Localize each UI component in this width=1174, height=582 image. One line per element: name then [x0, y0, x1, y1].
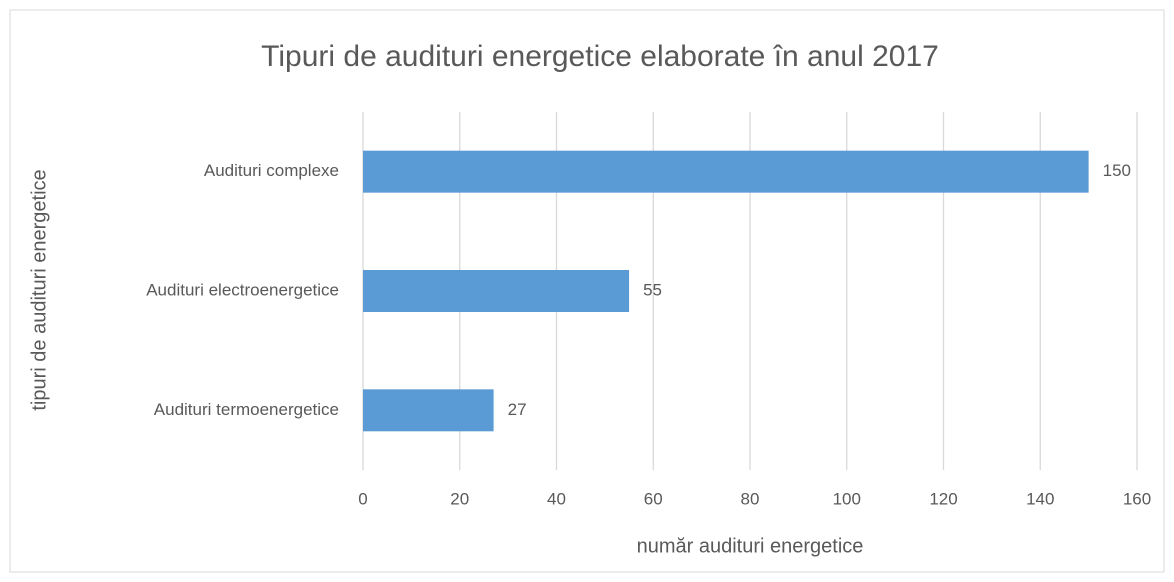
bar: [363, 270, 630, 312]
x-tick-label: 0: [358, 489, 367, 508]
y-tick-label: Audituri termoenergetice: [154, 400, 339, 419]
x-tick-label: 80: [741, 489, 760, 508]
chart-title: Tipuri de audituri energetice elaborate …: [261, 40, 939, 73]
x-tick-label: 160: [1123, 489, 1151, 508]
y-axis-title: tipuri de audituri energetice: [28, 169, 50, 410]
x-tick-label: 40: [547, 489, 566, 508]
data-label: 27: [508, 400, 527, 419]
y-tick-label: Audituri complexe: [204, 161, 339, 180]
x-tick-label: 120: [929, 489, 957, 508]
bar: [363, 150, 1089, 193]
data-label: 55: [643, 280, 662, 299]
y-tick-label: Audituri electroenergetice: [146, 280, 339, 299]
data-label: 150: [1103, 161, 1131, 180]
x-axis-title: număr audituri energetice: [637, 535, 864, 557]
x-tick-label: 20: [450, 489, 469, 508]
x-tick-label: 60: [644, 489, 663, 508]
bar: [363, 389, 494, 432]
x-tick-label: 140: [1026, 489, 1054, 508]
x-tick-label: 100: [833, 489, 861, 508]
